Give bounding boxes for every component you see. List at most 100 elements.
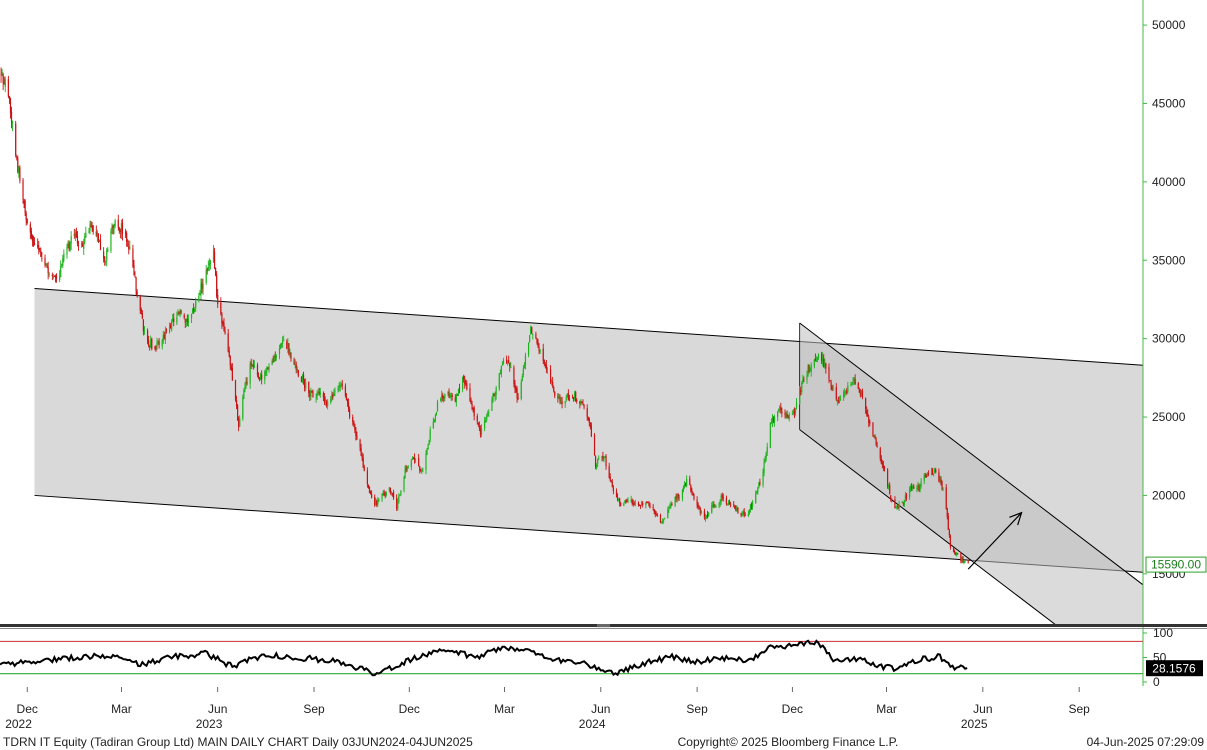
candle-body: [520, 381, 522, 399]
month-tick-label: Jun: [591, 702, 610, 716]
candle: [869, 419, 871, 427]
candle-body: [663, 520, 665, 521]
candle-body: [161, 340, 163, 347]
candle: [889, 482, 891, 495]
candle-body: [106, 250, 108, 261]
candle: [403, 475, 405, 493]
candle-body: [396, 497, 398, 509]
candle-body: [758, 483, 760, 488]
steep-channel: [799, 322, 1143, 624]
candle-body: [356, 435, 358, 440]
candle: [359, 438, 361, 452]
candle: [213, 247, 216, 270]
candle: [588, 417, 590, 427]
candle: [661, 518, 664, 525]
candle: [208, 258, 210, 271]
candle-body: [454, 397, 456, 402]
candle: [916, 484, 918, 493]
candle-body: [341, 384, 343, 386]
candle: [157, 340, 159, 345]
candle: [184, 318, 186, 328]
candle-body: [375, 500, 377, 506]
candle: [615, 488, 618, 498]
candle-body: [625, 501, 627, 502]
candle-body: [670, 504, 672, 507]
candle-body: [112, 225, 114, 229]
candle: [154, 345, 156, 351]
candle-body: [191, 310, 194, 313]
candle: [136, 289, 138, 298]
candle: [191, 308, 194, 314]
candle: [502, 357, 505, 365]
candle: [258, 376, 261, 382]
candle-body: [698, 506, 700, 508]
candle: [447, 391, 449, 397]
candle-body: [52, 276, 54, 278]
candle-body: [882, 465, 885, 468]
candle: [786, 410, 788, 418]
candle-body: [581, 401, 583, 404]
candle: [714, 503, 716, 508]
candle-body: [653, 508, 655, 512]
candle: [279, 343, 282, 350]
candle-body: [128, 246, 130, 250]
candle: [37, 238, 39, 249]
candle: [265, 368, 267, 376]
candle: [33, 237, 36, 246]
candle-body: [517, 397, 519, 399]
candle: [947, 512, 949, 530]
candle-body: [706, 514, 709, 517]
candle-body: [19, 167, 21, 181]
candle-body: [712, 504, 714, 506]
candle: [784, 409, 786, 419]
candle-body: [325, 401, 328, 406]
candle-body: [902, 502, 904, 505]
candle-body: [332, 394, 334, 398]
footer-title: TDRN IT Equity (Tadiran Group Ltd) MAIN …: [3, 735, 473, 749]
candle-body: [793, 410, 796, 414]
candle: [571, 394, 574, 399]
candle: [473, 405, 475, 421]
candle-body: [441, 394, 443, 400]
candle: [85, 226, 87, 238]
candle: [261, 370, 263, 385]
candle-body: [932, 468, 934, 475]
candle: [930, 467, 933, 476]
candle: [106, 247, 108, 267]
candle-body: [333, 392, 335, 397]
candle-body: [652, 506, 654, 508]
candle: [170, 323, 172, 329]
candle-body: [117, 219, 119, 228]
candle: [369, 490, 372, 495]
candle-body: [816, 358, 819, 360]
candle: [296, 366, 298, 373]
candle: [678, 494, 680, 501]
candle: [846, 388, 848, 395]
candle: [51, 272, 53, 281]
candle-body: [419, 466, 421, 471]
candle-body: [692, 492, 694, 496]
candle-body: [524, 355, 527, 366]
candle-body: [501, 364, 504, 366]
candle-body: [609, 476, 611, 481]
candle: [933, 473, 935, 477]
candle: [501, 361, 504, 366]
candle: [216, 271, 218, 299]
candle: [945, 484, 947, 510]
candle-body: [630, 499, 632, 502]
candle-body: [310, 390, 312, 397]
candle: [150, 335, 152, 349]
candle: [457, 388, 460, 396]
candle-body: [821, 354, 823, 362]
candle: [38, 240, 40, 255]
candle-body: [691, 489, 693, 492]
candle-body: [762, 471, 764, 485]
candle: [275, 354, 277, 361]
candle: [273, 354, 275, 363]
candle: [245, 377, 247, 389]
candle-body: [938, 472, 940, 482]
candle-body: [202, 284, 204, 290]
candle: [778, 408, 780, 413]
candle-body: [239, 418, 241, 427]
candle: [493, 393, 495, 397]
